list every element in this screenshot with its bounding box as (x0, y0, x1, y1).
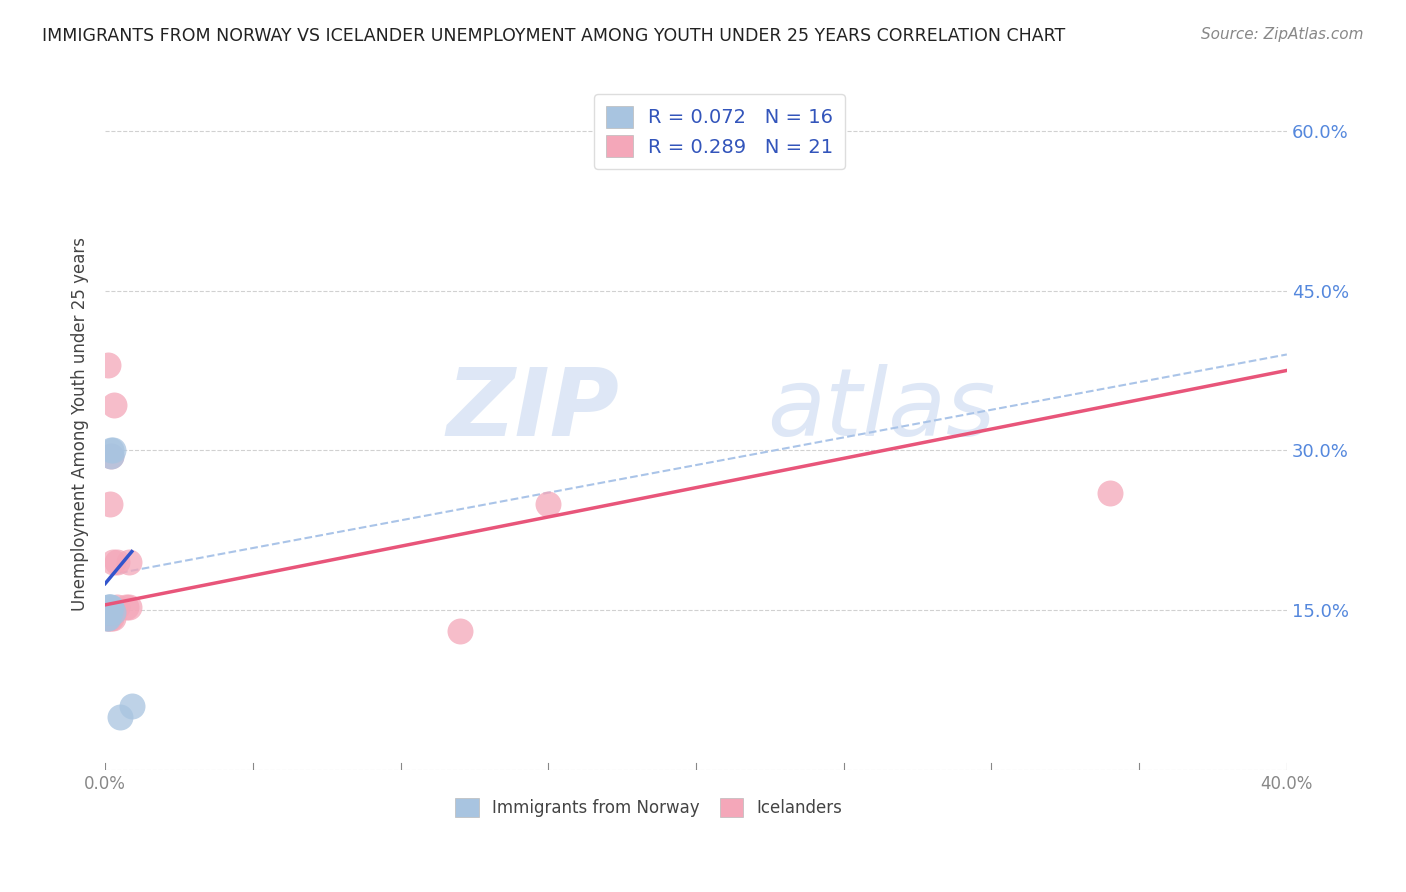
Point (97, 605, 120, 619)
Point (101, 605, 124, 619)
Point (97, 599, 120, 614)
Point (98, 605, 121, 619)
Point (96, 610, 118, 624)
Point (115, 599, 138, 614)
Point (100, 599, 122, 614)
Text: ZIP: ZIP (446, 364, 619, 456)
Text: Source: ZipAtlas.com: Source: ZipAtlas.com (1201, 27, 1364, 42)
Point (101, 605, 124, 619)
Point (101, 555, 124, 569)
Point (98, 497, 121, 511)
Point (101, 610, 124, 624)
Point (100, 443, 122, 458)
Point (537, 497, 560, 511)
Point (96, 605, 118, 619)
Point (105, 555, 128, 569)
Point (449, 624, 471, 639)
Point (97, 605, 120, 619)
Point (98, 599, 121, 614)
Point (97, 610, 120, 624)
Point (97, 599, 120, 614)
Point (101, 443, 124, 458)
Point (97, 358, 120, 372)
Point (103, 398, 125, 412)
Point (108, 710, 131, 724)
Point (100, 449, 122, 463)
Text: atlas: atlas (766, 364, 995, 456)
Point (118, 555, 141, 569)
Text: IMMIGRANTS FROM NORWAY VS ICELANDER UNEMPLOYMENT AMONG YOUTH UNDER 25 YEARS CORR: IMMIGRANTS FROM NORWAY VS ICELANDER UNEM… (42, 27, 1066, 45)
Point (100, 449, 122, 463)
Y-axis label: Unemployment Among Youth under 25 years: Unemployment Among Youth under 25 years (72, 236, 89, 611)
Point (97, 605, 120, 619)
Point (105, 599, 128, 614)
Point (96, 610, 118, 624)
Point (97, 610, 120, 624)
Point (98, 605, 121, 619)
Point (121, 699, 143, 714)
Point (100, 610, 122, 624)
Point (1098, 486, 1121, 500)
Legend: Immigrants from Norway, Icelanders: Immigrants from Norway, Icelanders (449, 791, 849, 824)
Point (100, 605, 122, 619)
Point (118, 599, 141, 614)
